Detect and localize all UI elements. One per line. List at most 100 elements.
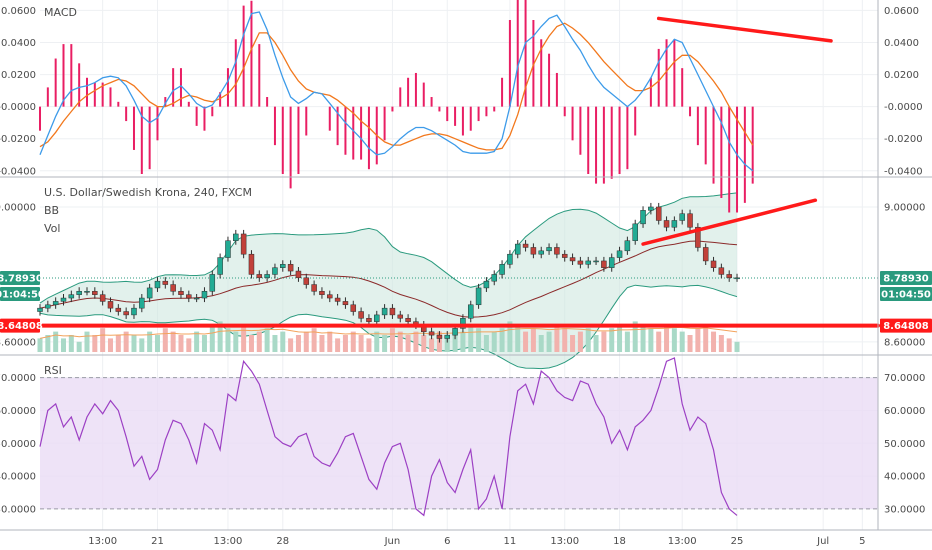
candle-body xyxy=(334,297,341,302)
volume-bar xyxy=(256,331,262,352)
candle-body xyxy=(366,318,372,322)
volume-bar xyxy=(656,331,662,352)
x-tick-label: 6 xyxy=(444,536,450,547)
y-tick-label-left: 9.00000 xyxy=(0,202,36,213)
y-tick-label-left: 70.0000 xyxy=(0,373,36,384)
candle-body xyxy=(569,257,576,262)
candle-body xyxy=(491,274,497,282)
volume-bar xyxy=(429,338,435,352)
candle-body xyxy=(186,294,192,299)
candle-body xyxy=(154,280,161,289)
y-tick-label-right: 0.0600 xyxy=(884,6,919,17)
candle-body xyxy=(374,314,380,322)
volume-bar xyxy=(147,331,153,352)
volume-bar xyxy=(217,321,223,352)
x-tick-label: 13:00 xyxy=(88,536,117,547)
volume-bar xyxy=(609,328,615,352)
volume-bar xyxy=(632,321,638,352)
candle-body xyxy=(99,294,106,302)
candle-body xyxy=(538,250,544,255)
bar-countdown-tag: 01:04:50 xyxy=(881,290,931,301)
y-tick-label-right: -0.0200 xyxy=(884,134,923,145)
support-level-tag: 8.64808 xyxy=(0,321,43,332)
candle-body xyxy=(45,304,51,309)
macd-divergence-line[interactable] xyxy=(656,16,833,43)
volume-bar xyxy=(209,324,215,352)
volume-bar xyxy=(319,335,325,352)
drawing-annotations[interactable] xyxy=(38,16,880,328)
volume-bar xyxy=(546,331,552,352)
rsi-line xyxy=(39,357,738,517)
candle-body xyxy=(342,301,349,306)
volume-bar xyxy=(507,321,513,352)
candle-body xyxy=(131,307,137,316)
candle-body xyxy=(405,318,411,322)
rsi-band-fill xyxy=(40,377,878,509)
candle-body xyxy=(389,307,396,316)
candle-body xyxy=(679,213,685,221)
candle-body xyxy=(139,297,145,309)
candle-body xyxy=(280,264,286,268)
candle-body xyxy=(217,257,223,275)
volume-bar xyxy=(421,335,427,352)
candle-body xyxy=(593,260,599,263)
y-tick-label-left: 30.0000 xyxy=(0,504,36,515)
x-tick-label: 5 xyxy=(859,536,865,547)
price-divergence-line[interactable] xyxy=(641,198,818,246)
bb-indicator-label[interactable]: BB xyxy=(44,204,59,217)
candle-body xyxy=(311,284,317,292)
volume-bar xyxy=(444,335,450,352)
y-tick-label-left: 40.0000 xyxy=(0,472,36,483)
candle-body xyxy=(695,226,701,248)
volume-bar xyxy=(107,338,113,352)
bar-countdown-tag-bg xyxy=(880,287,932,302)
candle-body xyxy=(467,304,474,319)
x-tick-label: Jul xyxy=(816,536,829,547)
x-tick-label: 11 xyxy=(504,536,517,547)
candle-body xyxy=(702,247,709,262)
volume-bars xyxy=(37,321,740,352)
volume-bar xyxy=(358,335,364,352)
candle-body xyxy=(499,264,505,275)
candle-body xyxy=(146,287,153,299)
volume-bar xyxy=(515,324,521,352)
last-price-tag-bg xyxy=(880,271,932,286)
volume-bar xyxy=(186,338,192,352)
candle-body xyxy=(193,297,200,300)
candle-body xyxy=(225,240,231,258)
candle-body xyxy=(514,243,521,255)
volume-bar xyxy=(405,335,411,352)
volume-bar xyxy=(476,328,482,352)
candle-body xyxy=(358,311,364,319)
volume-bar xyxy=(162,328,168,352)
volume-bar xyxy=(280,331,286,352)
volume-bar xyxy=(139,338,145,352)
candle-body xyxy=(92,291,98,295)
y-tick-label-left: 0.0600 xyxy=(1,6,36,17)
pane-separators[interactable] xyxy=(0,0,932,531)
volume-bar xyxy=(640,324,646,352)
volume-bar xyxy=(366,338,372,352)
candle-body xyxy=(460,318,466,329)
volume-bar xyxy=(711,331,717,352)
bb-lower-band xyxy=(39,284,738,370)
volume-bar xyxy=(170,331,176,352)
bb-upper-band xyxy=(39,192,738,304)
support-level-tag: 8.64808 xyxy=(883,321,929,332)
vol-indicator-label[interactable]: Vol xyxy=(44,222,60,235)
volume-bar xyxy=(734,341,740,352)
volume-bar xyxy=(123,331,129,352)
volume-bar xyxy=(374,331,380,352)
volume-bar xyxy=(562,328,568,352)
candle-body xyxy=(37,307,43,312)
volume-bar xyxy=(248,335,254,352)
volume-bar xyxy=(178,335,184,352)
macd-title: MACD xyxy=(44,6,77,19)
candle-body xyxy=(381,307,388,316)
volume-bar xyxy=(593,335,599,352)
volume-bar xyxy=(585,328,591,352)
rsi-title: RSI xyxy=(44,364,62,377)
volume-bar xyxy=(131,335,137,352)
y-tick-label-right: 40.0000 xyxy=(884,472,925,483)
